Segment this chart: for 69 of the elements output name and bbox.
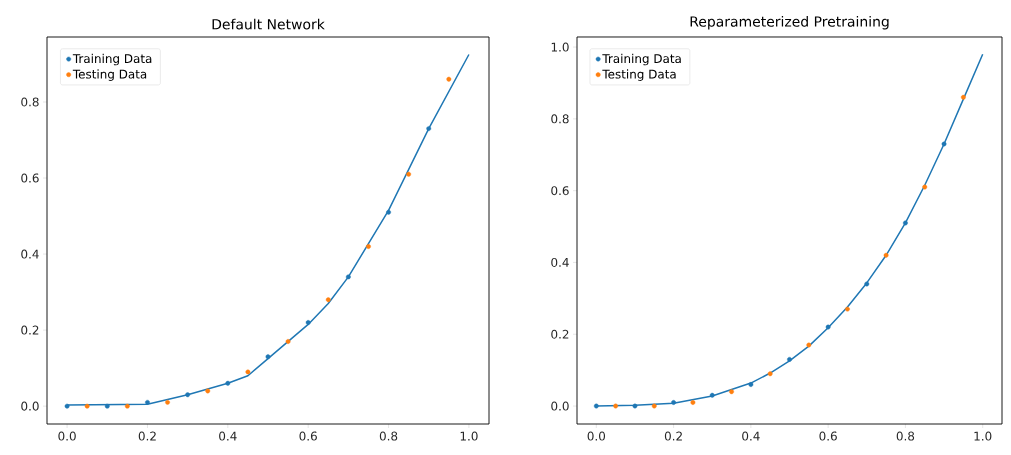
y-tick-label: 1.0: [551, 42, 569, 52]
x-tick-label: 0.4: [742, 431, 760, 441]
point: [632, 403, 638, 409]
point: [825, 324, 831, 330]
point: [864, 281, 870, 287]
point: [305, 320, 311, 325]
chart-title: Default Network: [212, 18, 325, 30]
x-tick-label: 0.2: [138, 431, 156, 441]
point: [729, 389, 734, 395]
y-tick-label: 0.8: [21, 97, 39, 107]
point: [709, 392, 715, 398]
point: [806, 342, 812, 348]
point: [225, 380, 231, 386]
legend-label: Training Data: [72, 53, 152, 66]
point: [64, 403, 70, 409]
point: [145, 399, 150, 405]
point: [922, 184, 928, 190]
x-tick-label: 0.0: [587, 431, 606, 441]
point: [325, 297, 331, 303]
point: [245, 369, 251, 375]
legend-label: Testing Data: [602, 69, 676, 81]
point: [84, 403, 90, 409]
point: [690, 400, 696, 405]
x-tick-label: 0.6: [299, 431, 317, 441]
point: [903, 220, 908, 226]
y-tick-label: 0.6: [21, 173, 39, 183]
x-tick-label: 0.8: [379, 431, 398, 441]
point: [651, 403, 657, 409]
point: [671, 400, 676, 405]
legend-label: Testing Data: [72, 69, 147, 81]
y-tick-label: 0.0: [551, 401, 569, 411]
y-tick-label: 0.8: [551, 114, 569, 124]
point: [593, 403, 599, 409]
x-tick-label: 0.4: [219, 431, 237, 441]
chart-title: Reparameterized Pretraining: [690, 16, 889, 30]
point: [787, 356, 792, 362]
point: [406, 171, 412, 177]
point: [386, 209, 391, 215]
y-tick-label: 0.4: [21, 249, 39, 259]
point: [205, 388, 211, 394]
point: [845, 306, 850, 312]
point: [104, 403, 110, 409]
x-tick-label: 0.8: [896, 431, 915, 441]
point: [165, 399, 170, 405]
y-tick-label: 0.2: [551, 329, 569, 339]
point: [748, 382, 754, 387]
y-tick-label: 0.0: [21, 401, 39, 411]
x-tick-label: 0.0: [58, 431, 76, 441]
point: [265, 354, 271, 360]
point: [613, 403, 619, 409]
legend-label: Training Data: [602, 53, 681, 66]
x-tick-label: 0.6: [819, 431, 837, 441]
point: [185, 392, 191, 398]
point: [941, 141, 947, 147]
x-tick-label: 0.2: [664, 431, 682, 441]
point: [285, 339, 291, 344]
point: [366, 244, 371, 249]
y-tick-label: 0.6: [551, 186, 569, 196]
point: [124, 403, 130, 409]
x-tick-label: 1.0: [974, 431, 992, 441]
x-tick-label: 1.0: [460, 431, 478, 441]
point: [960, 94, 966, 100]
point: [767, 371, 773, 377]
point: [883, 252, 889, 258]
point: [426, 126, 432, 132]
y-tick-label: 0.2: [21, 325, 39, 335]
y-tick-label: 0.4: [551, 257, 569, 267]
point: [345, 274, 351, 280]
point: [446, 76, 452, 82]
